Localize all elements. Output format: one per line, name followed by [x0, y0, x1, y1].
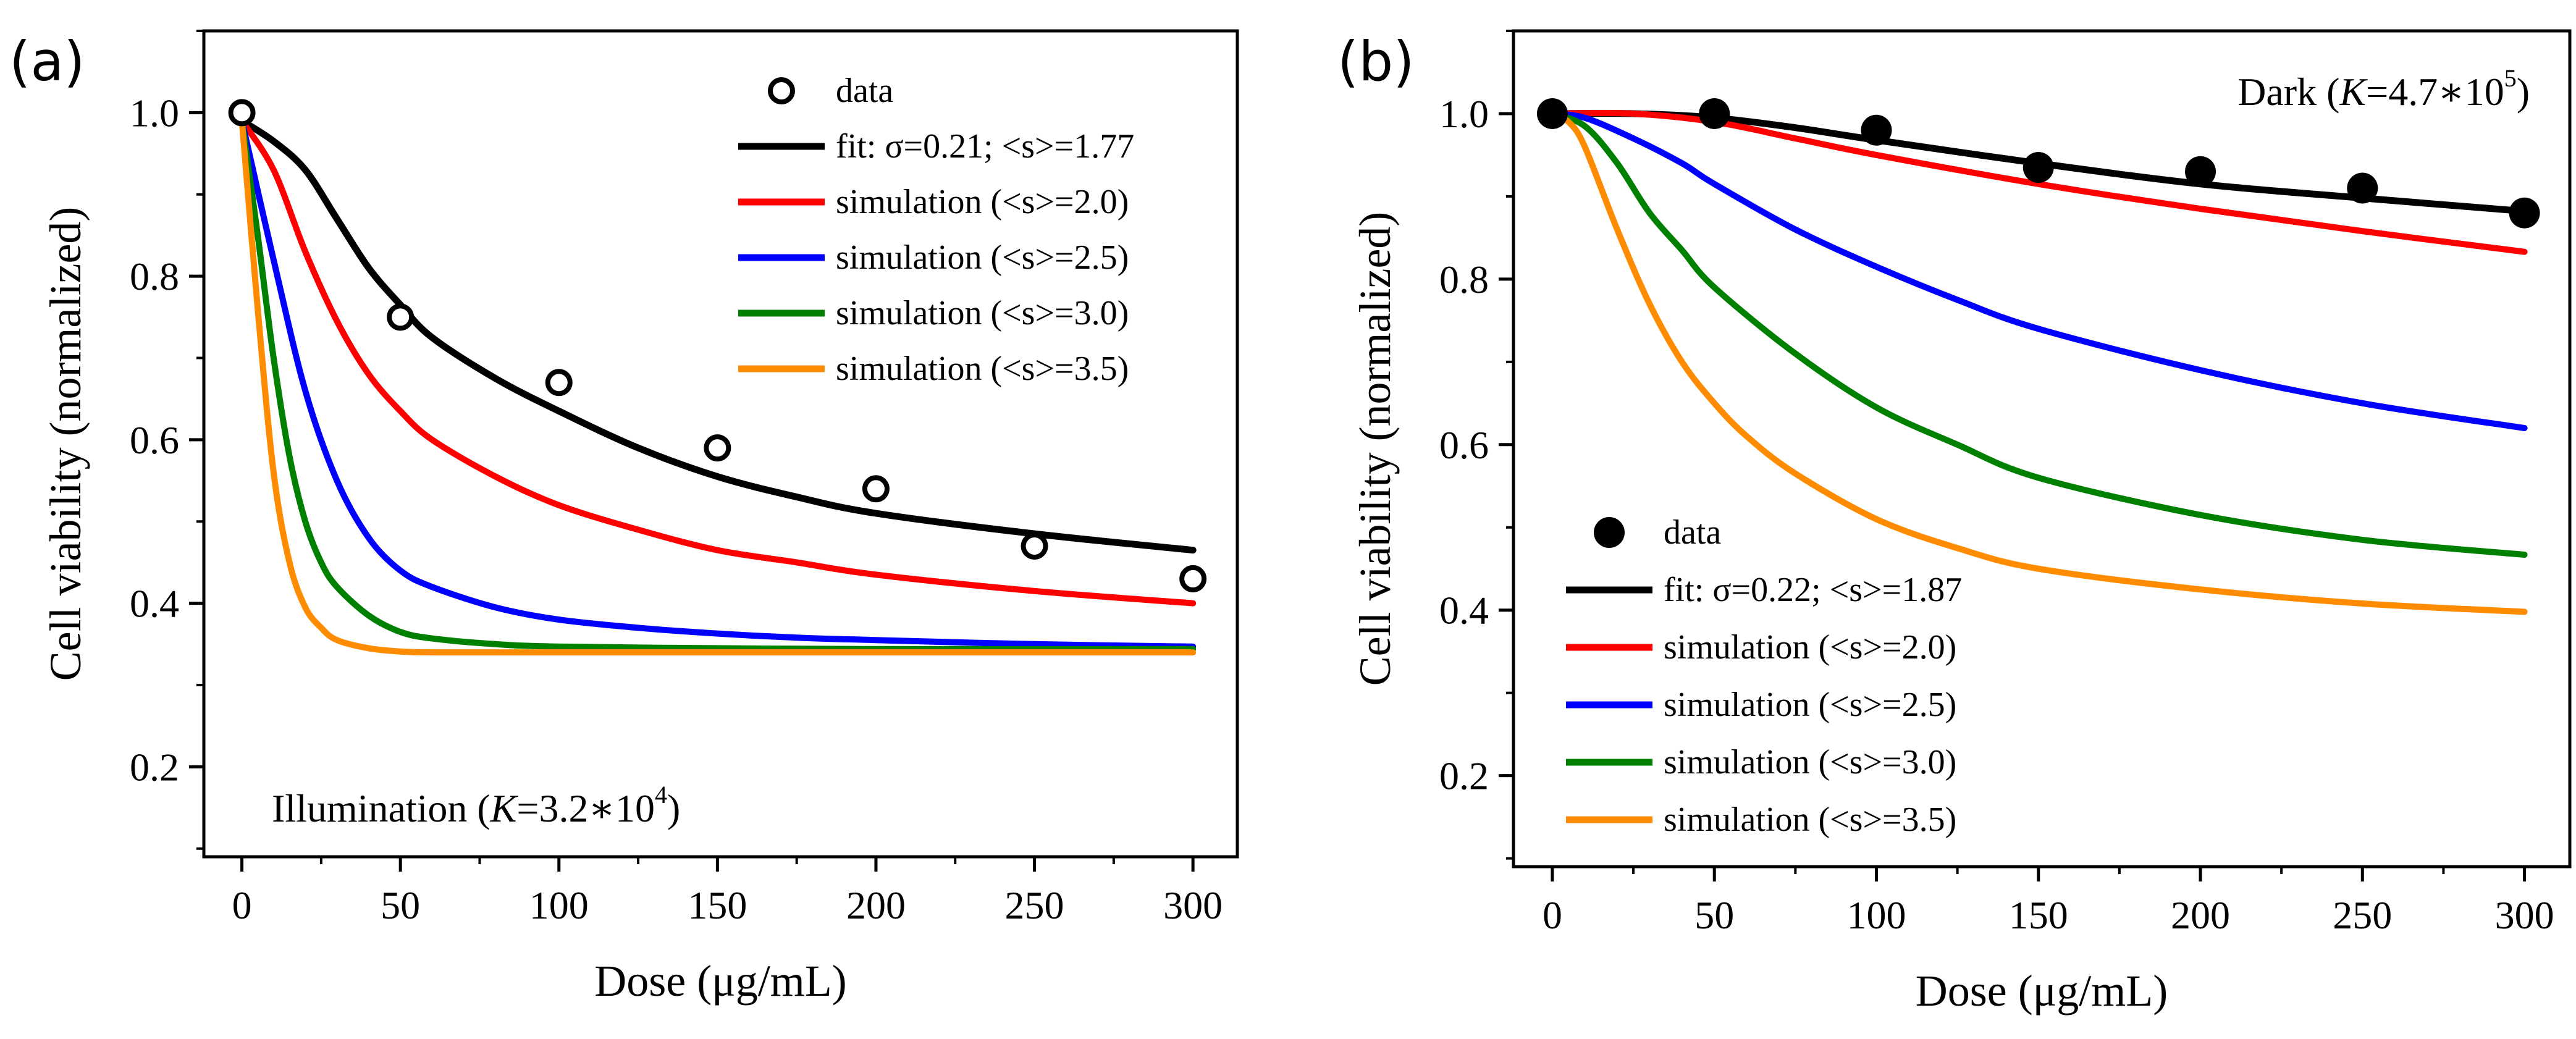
data-point	[862, 475, 890, 503]
panel-label: (a)	[9, 30, 85, 93]
legend-label-4: simulation (<s>=3.5)	[836, 350, 1129, 388]
panel-label: (b)	[1337, 30, 1415, 93]
y-tick-label: 0.2	[130, 745, 179, 789]
series-line-2	[238, 117, 1197, 650]
legend-label-0: fit: σ=0.22; <s>=1.87	[1664, 571, 1962, 609]
legend-label-data: data	[836, 72, 893, 110]
annotation-prefix: Dark (	[2237, 70, 2339, 114]
series-group	[238, 117, 1197, 656]
y-tick-label: 0.6	[1439, 423, 1489, 467]
series-line-1	[238, 117, 1197, 607]
annotation-suffix: )	[2517, 70, 2530, 114]
x-tick-label: 100	[529, 883, 589, 927]
legend-label-data: data	[1664, 513, 1721, 552]
data-point	[1179, 565, 1207, 592]
annotation-suffix: )	[667, 786, 680, 830]
x-tick-label: 200	[2171, 893, 2230, 937]
x-tick-label: 300	[2495, 893, 2554, 937]
data-point	[2022, 152, 2054, 183]
data-point	[1021, 532, 1048, 560]
legend: data fit: σ=0.21; <s>=1.77 simulation (<s>…	[738, 72, 1134, 388]
series-line-3	[1549, 111, 2528, 558]
series-line-3	[238, 117, 1197, 652]
y-tick-label: 0.8	[130, 254, 179, 298]
data-point	[704, 434, 731, 462]
annotation-value: =4.7∗10	[2366, 70, 2504, 114]
legend-marker-data	[768, 77, 795, 104]
y-tick-label: 1.0	[130, 91, 179, 135]
data-point	[545, 369, 573, 397]
data-point	[1536, 98, 1568, 129]
series-line-2	[1549, 111, 2528, 431]
series-line-1	[1549, 109, 2528, 255]
x-tick-label: 50	[381, 883, 420, 927]
legend-label-3: simulation (<s>=3.0)	[836, 294, 1129, 332]
series-line-4	[238, 117, 1197, 656]
x-tick-label: 300	[1163, 883, 1223, 927]
x-tick-label: 150	[688, 883, 747, 927]
annotation-exponent: 5	[2504, 64, 2517, 92]
data-point	[2185, 156, 2216, 187]
y-tick-label: 0.2	[1439, 754, 1489, 798]
annotation-variable: K	[490, 786, 519, 830]
legend-label-3: simulation (<s>=3.0)	[1664, 743, 1956, 781]
x-axis-label: Dose (μg/mL)	[594, 956, 847, 1006]
plot-frame	[202, 29, 1239, 859]
chart-annotation: Dark (K=4.7∗105)	[2237, 64, 2530, 114]
y-axis-label: Cell viability (normalized)	[41, 207, 90, 681]
legend-label-2: simulation (<s>=2.5)	[836, 238, 1129, 277]
x-tick-label: 50	[1694, 893, 1734, 937]
legend-label-1: simulation (<s>=2.0)	[1664, 628, 1956, 667]
legend: data fit: σ=0.22; <s>=1.87 simulation (<s>…	[1566, 513, 1962, 839]
x-tick-label: 150	[2009, 893, 2068, 937]
x-axis-label: Dose (μg/mL)	[1916, 966, 2168, 1016]
y-tick-label: 0.8	[1439, 258, 1489, 301]
y-tick-label: 1.0	[1439, 92, 1489, 136]
x-tick-label: 250	[2333, 893, 2392, 937]
data-point	[1699, 98, 1730, 129]
x-tick-label: 250	[1005, 883, 1064, 927]
data-point	[387, 303, 415, 331]
annotation-exponent: 4	[655, 781, 667, 809]
chart-panel-a: (a) 0 50 100 150 200 250 300 0.2 0.4 0.6 0.8 1.0 Dose…	[9, 29, 1239, 1006]
series-group	[1549, 109, 2528, 615]
plot-frame	[1512, 29, 2572, 869]
annotation-prefix: Illumination (	[272, 786, 490, 830]
x-tick-label: 0	[232, 883, 252, 927]
annotation-value: =3.2∗10	[516, 786, 655, 830]
y-tick-label: 0.6	[130, 418, 179, 462]
annotation-variable: K	[2339, 70, 2368, 114]
y-axis-label: Cell viability (normalized)	[1350, 212, 1400, 686]
legend-label-4: simulation (<s>=3.5)	[1664, 801, 1956, 839]
data-point	[2347, 172, 2378, 204]
x-tick-label: 0	[1543, 893, 1562, 937]
legend-label-0: fit: σ=0.21; <s>=1.77	[836, 127, 1134, 166]
data-point	[1861, 114, 1892, 146]
chart-panel-b: (b) 0 50 100 150 200 250 300 0.2 0.4 0.6 0.8 1.0 Dose…	[1337, 29, 2572, 1016]
chart-annotation: Illumination (K=3.2∗104)	[272, 781, 680, 830]
legend-label-1: simulation (<s>=2.0)	[836, 183, 1129, 221]
y-tick-label: 0.4	[1439, 589, 1489, 633]
data-point	[228, 99, 256, 127]
x-tick-label: 100	[1846, 893, 1906, 937]
data-point	[2509, 197, 2540, 229]
x-tick-label: 200	[846, 883, 906, 927]
y-tick-label: 0.4	[130, 582, 179, 626]
series-line-4	[1549, 111, 2528, 615]
legend-marker-data	[1594, 517, 1625, 548]
series-line-0	[238, 117, 1197, 554]
legend-label-2: simulation (<s>=2.5)	[1664, 686, 1956, 724]
